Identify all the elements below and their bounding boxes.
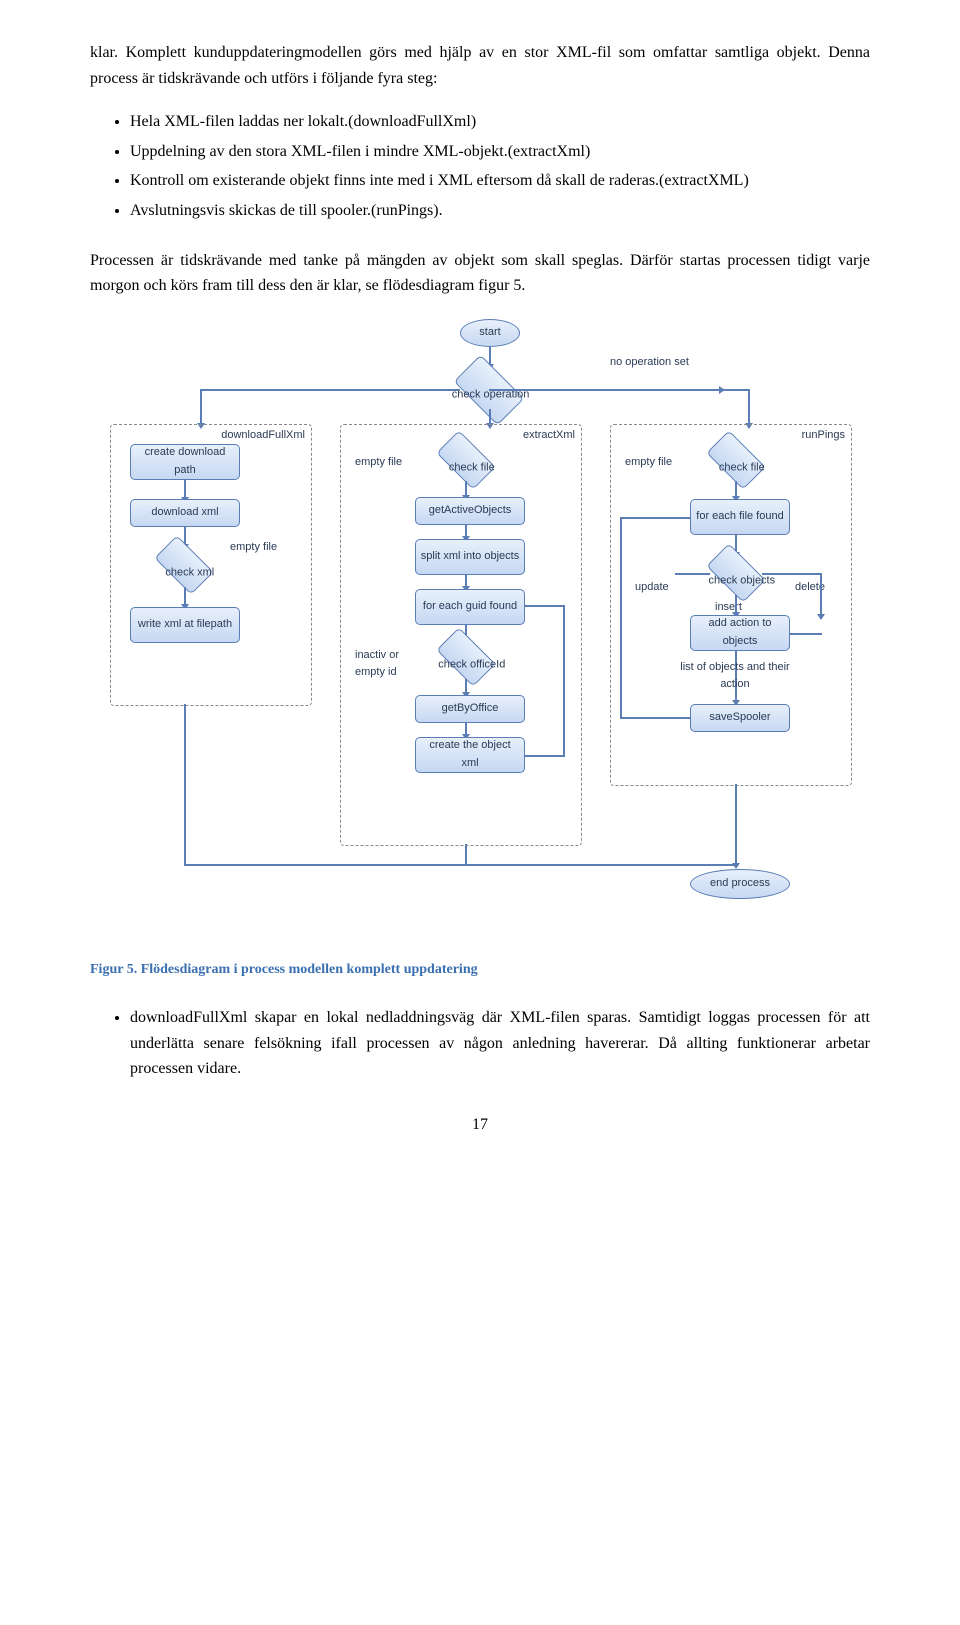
flow-arrow <box>735 481 737 497</box>
flow-group-label: extractXml <box>523 427 575 445</box>
flow-arrow <box>735 595 737 613</box>
flow-label: update <box>635 579 669 597</box>
page-number: 17 <box>90 1112 870 1138</box>
flow-line <box>200 389 460 391</box>
flowchart-diagram: start check operation no operation set d… <box>100 319 860 939</box>
flow-box: add action to objects <box>690 615 790 651</box>
list-item: Kontroll om existerande objekt finns int… <box>130 168 870 194</box>
flow-line <box>620 717 690 719</box>
flow-label: inactiv or empty id <box>355 647 425 682</box>
flow-line <box>790 633 822 635</box>
flow-line <box>184 864 737 866</box>
flow-end-node: end process <box>690 869 790 899</box>
flow-label: empty file <box>625 454 672 472</box>
flow-line <box>184 704 186 864</box>
flow-arrow <box>465 575 467 587</box>
flow-label: list of objects and their action <box>670 659 800 694</box>
flow-group-label: runPings <box>802 427 845 445</box>
flow-box: create the object xml <box>415 737 525 773</box>
flow-label-no-operation: no operation set <box>610 354 689 372</box>
figure-caption: Figur 5. Flödesdiagram i process modelle… <box>90 959 870 981</box>
list-item: Hela XML-filen laddas ner lokalt.(downlo… <box>130 109 870 135</box>
list-item: Avslutningsvis skickas de till spooler.(… <box>130 198 870 224</box>
flow-arrow <box>735 784 737 864</box>
flow-start-node: start <box>460 319 520 347</box>
flow-box: split xml into objects <box>415 539 525 575</box>
paragraph-1: klar. Komplett kunduppdateringmodellen g… <box>90 40 870 91</box>
flow-arrow <box>489 347 491 365</box>
paragraph-2: Processen är tidskrävande med tanke på m… <box>90 248 870 299</box>
flow-label: empty file <box>355 454 402 472</box>
flow-arrow <box>184 480 186 498</box>
flow-group-label: downloadFullXml <box>221 427 305 445</box>
flow-arrow <box>465 679 467 693</box>
flow-box: for each file found <box>690 499 790 535</box>
flow-line <box>525 755 565 757</box>
flow-box: write xml at filepath <box>130 607 240 643</box>
flow-line <box>465 844 467 866</box>
flow-line <box>620 517 622 717</box>
flow-line <box>675 573 710 575</box>
flow-box: getActiveObjects <box>415 497 525 525</box>
flow-arrow <box>748 389 750 424</box>
flow-arrow <box>820 573 822 615</box>
bullet-list-2: downloadFullXml skapar en lokal nedladdn… <box>90 1005 870 1082</box>
flow-line <box>620 517 690 519</box>
flow-arrow <box>184 587 186 605</box>
flow-label: empty file <box>230 539 277 557</box>
flow-line <box>563 605 565 755</box>
flow-arrow <box>465 723 467 735</box>
flow-box: create download path <box>130 444 240 480</box>
flow-arrow <box>465 525 467 537</box>
flow-line <box>525 605 565 607</box>
flow-arrow <box>200 389 202 424</box>
list-item: Uppdelning av den stora XML-filen i mind… <box>130 139 870 165</box>
flow-box: for each guid found <box>415 589 525 625</box>
flow-box: download xml <box>130 499 240 527</box>
flow-box: getByOffice <box>415 695 525 723</box>
flow-line <box>489 389 749 391</box>
flow-arrow <box>489 409 491 424</box>
flow-line <box>762 573 822 575</box>
flow-box: saveSpooler <box>690 704 790 732</box>
flow-arrow <box>465 481 467 496</box>
list-item: downloadFullXml skapar en lokal nedladdn… <box>130 1005 870 1082</box>
bullet-list-1: Hela XML-filen laddas ner lokalt.(downlo… <box>90 109 870 223</box>
